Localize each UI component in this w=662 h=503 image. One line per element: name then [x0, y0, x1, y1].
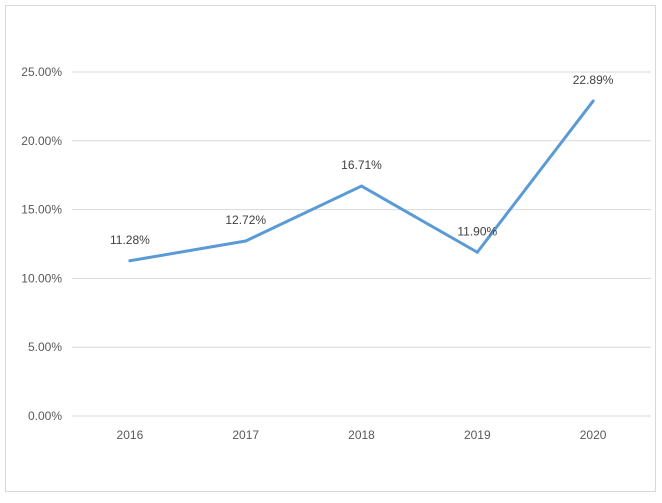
- series-line: [128, 99, 595, 263]
- x-tick-label: 2016: [117, 428, 144, 442]
- data-point: [475, 250, 479, 254]
- chart-frame: [5, 5, 656, 492]
- y-tick-label: 5.00%: [28, 340, 62, 354]
- data-labels: 11.28% 12.72% 16.71% 11.90% 22.89%: [110, 73, 614, 247]
- x-tick-label: 2017: [232, 428, 259, 442]
- data-point: [244, 239, 248, 243]
- x-tick-label: 2020: [580, 428, 607, 442]
- data-label: 11.90%: [457, 224, 497, 238]
- series-group: [128, 99, 595, 263]
- gridlines: [72, 71, 651, 417]
- y-tick-label: 10.00%: [21, 271, 62, 285]
- data-label: 16.71%: [341, 158, 382, 172]
- y-tick-label: 20.00%: [21, 134, 62, 148]
- data-point: [128, 259, 132, 263]
- y-tick-label: 0.00%: [28, 409, 62, 423]
- x-tick-label: 2019: [464, 428, 491, 442]
- data-label: 12.72%: [225, 213, 266, 227]
- x-tick-label: 2018: [348, 428, 375, 442]
- y-tick-label: 15.00%: [21, 203, 62, 217]
- data-point: [591, 99, 595, 103]
- data-point: [360, 184, 363, 188]
- data-label: 11.28%: [110, 233, 150, 247]
- x-axis-tick-labels: 2016 2017 2018 2019 2020: [117, 428, 607, 442]
- y-tick-label: 25.00%: [21, 65, 62, 79]
- y-axis-tick-labels: 0.00% 5.00% 10.00% 15.00% 20.00% 25.00%: [21, 65, 62, 423]
- data-label: 22.89%: [573, 73, 614, 87]
